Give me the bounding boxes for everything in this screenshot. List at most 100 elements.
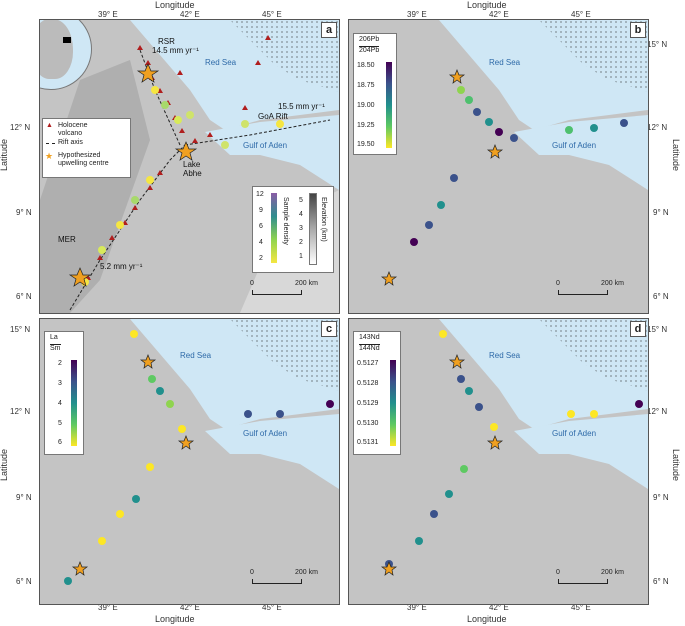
cbar-tick: 6 (58, 439, 62, 446)
rift-legend-icon (46, 143, 55, 144)
rsr-label: RSR (158, 37, 175, 46)
top-axis-title-left: Longitude (155, 0, 195, 10)
lon-tick: 39° E (98, 603, 118, 612)
upwelling-stars (71, 354, 195, 576)
arabia-land (230, 20, 339, 92)
lon-tick: 42° E (180, 603, 200, 612)
sample-density-hexagons (81, 86, 284, 286)
density-tick: 9 (259, 207, 263, 214)
lat-tick: 6° N (653, 292, 669, 301)
density-elevation-colorbars: 12 9 6 4 2 Sample density 5 4 3 2 1 Elev… (252, 186, 334, 273)
top-axis-title-right: Longitude (467, 0, 507, 10)
red-sea-label: Red Sea (180, 351, 212, 360)
bottom-axis-title-right: Longitude (467, 614, 507, 624)
scale-end: 200 km (295, 280, 318, 287)
upwell-legend-label-2: upwelling centre (58, 160, 109, 167)
map-b-svg (349, 20, 648, 313)
la-sm-colorbar: La Sm 2 3 4 5 6 (44, 331, 84, 455)
cbar-tick: 0.5129 (357, 400, 379, 407)
goa-label: GoA Rift (258, 112, 288, 121)
lake-label: Lake (183, 160, 201, 169)
cbar-title-top: 206Pb (359, 36, 380, 43)
study-area-box (63, 37, 71, 43)
elev-tick: 2 (299, 239, 303, 246)
lat-tick: 9° N (16, 208, 32, 217)
rift-legend-label: Rift axis (58, 139, 83, 146)
density-tick: 2 (259, 255, 263, 262)
cbar-tick: 0.5130 (357, 420, 379, 427)
elev-tick: 3 (299, 225, 303, 232)
elev-tick: 1 (299, 253, 303, 260)
mer-rate: 5.2 mm yr⁻¹ (100, 262, 143, 271)
africa-shape (40, 20, 73, 79)
lat-tick: 9° N (653, 208, 669, 217)
la-sm-hexagons (64, 330, 334, 585)
globe-inset (40, 20, 92, 90)
left-axis-title-top: Latitude (0, 138, 10, 172)
gulf-of-aden-water (205, 115, 339, 190)
cbar-title-bottom: 204Pb (359, 46, 380, 54)
lat-tick: 15° N (647, 40, 668, 49)
gulf-label: Gulf of Aden (243, 429, 288, 438)
lat-tick: 15° N (10, 325, 31, 334)
lat-tick: 15° N (647, 325, 668, 334)
scale-end: 200 km (601, 569, 624, 576)
lon-tick: 42° E (489, 603, 509, 612)
lon-tick: 45° E (571, 603, 591, 612)
lon-tick: 39° E (407, 603, 427, 612)
lat-tick: 12° N (647, 123, 668, 132)
goa-rate: 15.5 mm yr⁻¹ (278, 102, 325, 111)
lat-tick: 6° N (16, 577, 32, 586)
scale-bar-line (558, 290, 608, 295)
lake-label-2: Abhe (183, 169, 202, 178)
pb-colorbar: 206Pb 204Pb 18.50 18.75 19.00 19.25 19.5… (353, 33, 397, 155)
la-sm-colorbar-gradient (71, 360, 77, 446)
nd-hexagons (385, 330, 643, 568)
lon-tick: 39° E (98, 10, 118, 19)
density-title: Sample density (282, 197, 289, 245)
map-panel-b: b Red Sea Gulf of Aden 206Pb 204Pb 18.50… (348, 19, 649, 314)
nd-colorbar-gradient (390, 360, 396, 446)
density-colorbar (271, 193, 277, 263)
scale-zero: 0 (556, 569, 560, 576)
pb-hexagons (410, 86, 628, 246)
pb-colorbar-gradient (386, 62, 392, 148)
lon-tick: 45° E (262, 603, 282, 612)
cbar-tick: 0.5128 (357, 380, 379, 387)
cbar-tick: 18.75 (357, 82, 375, 89)
panel-label-b: b (630, 22, 646, 38)
cbar-tick: 0.5131 (357, 439, 379, 446)
panel-label-d: d (630, 321, 646, 337)
red-sea-label: Red Sea (489, 58, 521, 67)
lat-tick: 9° N (16, 493, 32, 502)
lat-tick: 12° N (10, 123, 31, 132)
cbar-tick: 18.50 (357, 62, 375, 69)
upwelling-stars (68, 63, 198, 287)
upwelling-stars (380, 69, 504, 286)
gulf-label: Gulf of Aden (552, 141, 597, 150)
cbar-tick: 3 (58, 380, 62, 387)
lat-tick: 6° N (16, 292, 32, 301)
cbar-tick: 4 (58, 400, 62, 407)
density-tick: 12 (256, 191, 264, 198)
map-panel-c: c Red Sea Gulf of Aden La Sm 2 3 4 5 6 0… (39, 318, 340, 605)
scale-end: 200 km (295, 569, 318, 576)
cbar-title-top: 143Nd (359, 334, 380, 341)
elev-tick: 5 (299, 197, 303, 204)
cbar-tick: 5 (58, 420, 62, 427)
cbar-tick: 19.50 (357, 141, 375, 148)
scale-zero: 0 (250, 280, 254, 287)
lat-tick: 9° N (653, 493, 669, 502)
lon-tick: 42° E (489, 10, 509, 19)
lon-tick: 45° E (571, 10, 591, 19)
upwelling-stars (380, 354, 504, 576)
lon-tick: 45° E (262, 10, 282, 19)
elevation-colorbar (309, 193, 317, 265)
upwell-legend-label: Hypothesized (58, 152, 101, 159)
lon-tick: 39° E (407, 10, 427, 19)
scale-bar-line (558, 579, 608, 584)
cbar-tick: 19.00 (357, 102, 375, 109)
panel-label-a: a (321, 22, 337, 38)
cbar-title-bottom: 144Nd (359, 344, 380, 352)
scale-zero: 0 (250, 569, 254, 576)
